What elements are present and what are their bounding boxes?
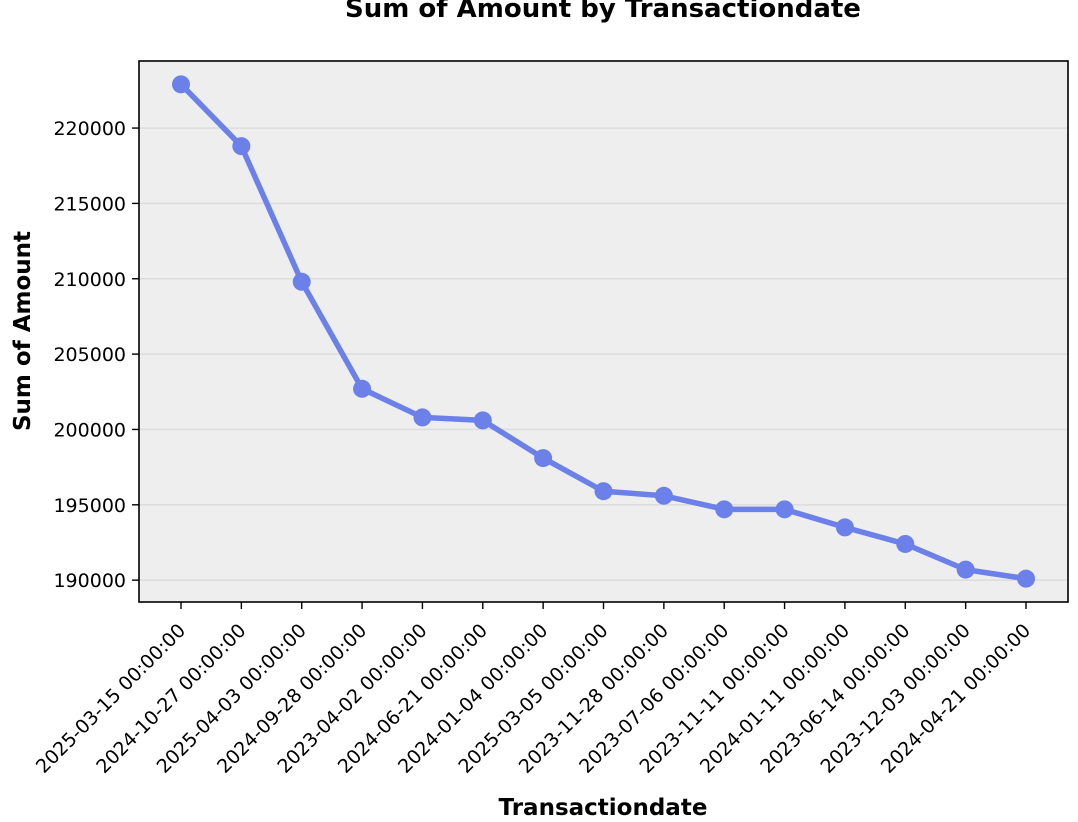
data-point[interactable] xyxy=(534,449,553,468)
y-tick-label: 220000 xyxy=(53,118,126,140)
series-layer xyxy=(172,75,1035,588)
y-tick-label: 195000 xyxy=(53,495,126,517)
chart-title: Sum of Amount by Transactiondate xyxy=(345,0,861,24)
data-point[interactable] xyxy=(594,482,613,501)
y-tick-label: 215000 xyxy=(53,193,126,215)
data-point[interactable] xyxy=(413,408,432,427)
y-tick-label: 200000 xyxy=(53,419,126,441)
data-point[interactable] xyxy=(956,560,975,579)
data-point[interactable] xyxy=(654,486,673,505)
y-axis-ticks: 190000 195000 200000 205000 210000 215000 2200… xyxy=(53,118,139,592)
data-point[interactable] xyxy=(715,500,734,519)
data-point[interactable] xyxy=(292,272,311,291)
data-point[interactable] xyxy=(775,500,794,519)
y-axis-title: Sum of Amount xyxy=(10,231,36,431)
data-point[interactable] xyxy=(232,137,251,156)
plot-area xyxy=(139,61,1068,602)
y-tick-label: 190000 xyxy=(53,570,126,592)
y-tick-label: 205000 xyxy=(53,344,126,366)
y-tick-label: 210000 xyxy=(53,269,126,291)
x-axis-title: Transactiondate xyxy=(499,795,708,821)
data-point[interactable] xyxy=(1017,569,1035,588)
data-point[interactable] xyxy=(172,75,190,94)
data-point[interactable] xyxy=(353,379,372,398)
plot-frame xyxy=(138,60,1069,603)
data-point[interactable] xyxy=(896,534,915,553)
data-point[interactable] xyxy=(835,518,854,537)
data-point[interactable] xyxy=(473,411,492,430)
